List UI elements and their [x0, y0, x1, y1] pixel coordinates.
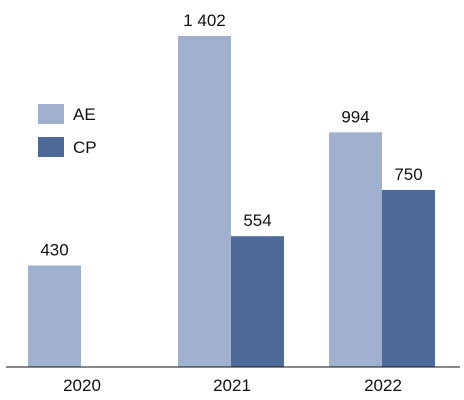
- data-label-cp-2021: 554: [243, 211, 271, 230]
- bar-ae-2021: [178, 36, 231, 367]
- x-tick-label-2021: 2021: [213, 376, 251, 395]
- data-label-cp-2022: 750: [394, 165, 422, 184]
- legend-label-cp: CP: [73, 138, 97, 157]
- data-label-ae-2021: 1 402: [183, 11, 226, 30]
- bar-ae-2022: [329, 132, 382, 367]
- legend-swatch-ae: [38, 104, 64, 124]
- bars-layer: [28, 36, 435, 367]
- legend-swatch-cp: [38, 137, 64, 157]
- bar-ae-2020: [28, 265, 81, 367]
- x-ticks-layer: 2020 2021 2022: [63, 376, 402, 395]
- data-label-ae-2022: 994: [341, 107, 369, 126]
- legend: AE CP: [38, 104, 97, 157]
- data-label-ae-2020: 430: [40, 240, 68, 259]
- labels-layer: 430 1 402 554 994 750: [40, 11, 422, 259]
- x-tick-label-2022: 2022: [364, 376, 402, 395]
- legend-label-ae: AE: [73, 105, 96, 124]
- bar-cp-2021: [231, 236, 284, 367]
- bar-cp-2022: [382, 189, 435, 367]
- x-tick-label-2020: 2020: [63, 376, 101, 395]
